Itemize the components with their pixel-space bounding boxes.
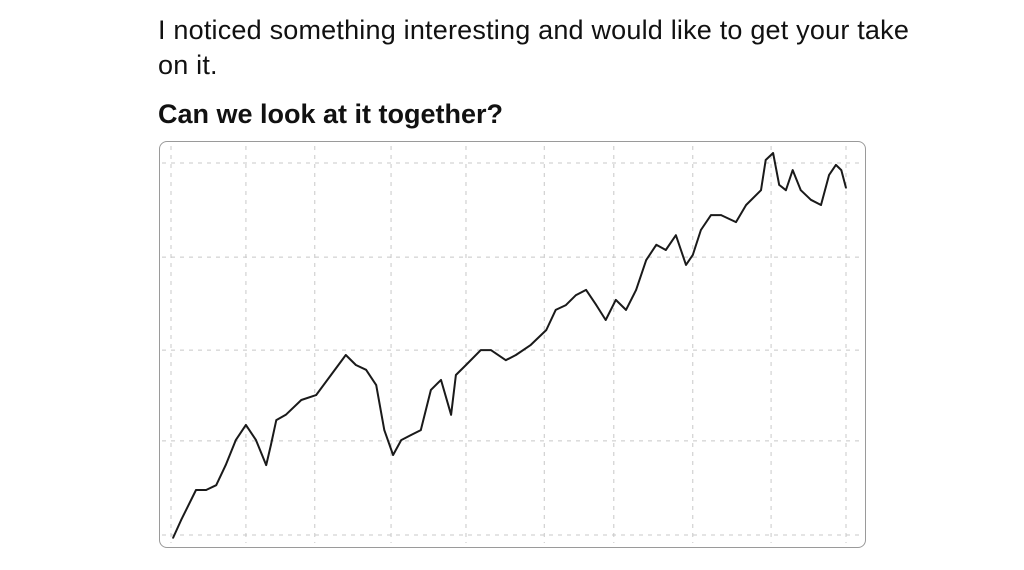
data-point	[840, 169, 843, 171]
data-point	[410, 434, 413, 436]
question-heading: Can we look at it together?	[158, 99, 504, 129]
data-point	[828, 174, 830, 176]
data-point	[430, 389, 432, 391]
data-point	[455, 374, 457, 376]
data-point	[315, 394, 317, 396]
data-point	[400, 439, 402, 441]
data-point	[645, 259, 647, 261]
data-point	[345, 354, 347, 356]
data-point	[554, 309, 557, 311]
data-point	[529, 344, 532, 346]
data-point	[275, 419, 278, 421]
data-point	[480, 349, 482, 351]
data-point	[760, 189, 762, 191]
data-point	[810, 199, 812, 201]
data-point	[585, 289, 587, 291]
data-point	[772, 152, 774, 154]
data-point	[440, 379, 442, 381]
data-point	[419, 429, 422, 431]
data-point	[172, 537, 174, 539]
data-point	[778, 184, 780, 186]
data-point	[375, 384, 377, 386]
data-point	[595, 304, 598, 306]
data-point	[664, 249, 667, 251]
line-chart	[162, 146, 863, 543]
data-point	[355, 364, 357, 366]
data-point	[835, 164, 837, 166]
data-point	[635, 289, 637, 291]
data-point	[604, 319, 607, 321]
data-point	[845, 187, 847, 189]
series-line	[172, 152, 847, 539]
data-point	[224, 464, 227, 466]
data-point	[710, 214, 712, 216]
data-point	[300, 399, 303, 401]
data-point	[685, 264, 687, 266]
data-point	[365, 369, 367, 371]
data-point	[235, 439, 237, 441]
data-point	[180, 519, 182, 521]
data-point	[383, 429, 386, 431]
data-point	[691, 254, 694, 256]
data-point	[745, 204, 747, 206]
data-point	[615, 299, 617, 301]
data-point	[245, 424, 247, 426]
data-point	[735, 221, 737, 223]
data-point	[720, 214, 722, 216]
data-point	[465, 364, 467, 366]
data-point	[450, 414, 452, 416]
data-point	[215, 484, 218, 486]
data-point	[565, 304, 567, 306]
data-point	[700, 229, 702, 231]
data-point	[330, 374, 332, 376]
data-point	[255, 439, 257, 441]
data-point	[675, 234, 677, 236]
data-point	[625, 309, 627, 311]
chart-card	[159, 141, 866, 548]
data-point	[392, 454, 394, 456]
data-point	[265, 464, 267, 466]
intro-text: I noticed something interesting and woul…	[158, 15, 910, 80]
data-point	[490, 349, 492, 351]
data-point	[799, 189, 802, 191]
data-point	[820, 204, 822, 206]
data-point	[575, 294, 577, 296]
data-point	[764, 159, 767, 161]
data-point	[284, 414, 287, 416]
data-point	[785, 189, 787, 191]
data-point	[655, 244, 658, 246]
data-point	[791, 169, 794, 171]
data-point	[270, 444, 272, 446]
data-point	[205, 489, 207, 491]
data-point	[545, 329, 548, 331]
data-point	[505, 359, 507, 361]
data-point	[195, 489, 197, 491]
data-point	[515, 354, 517, 356]
